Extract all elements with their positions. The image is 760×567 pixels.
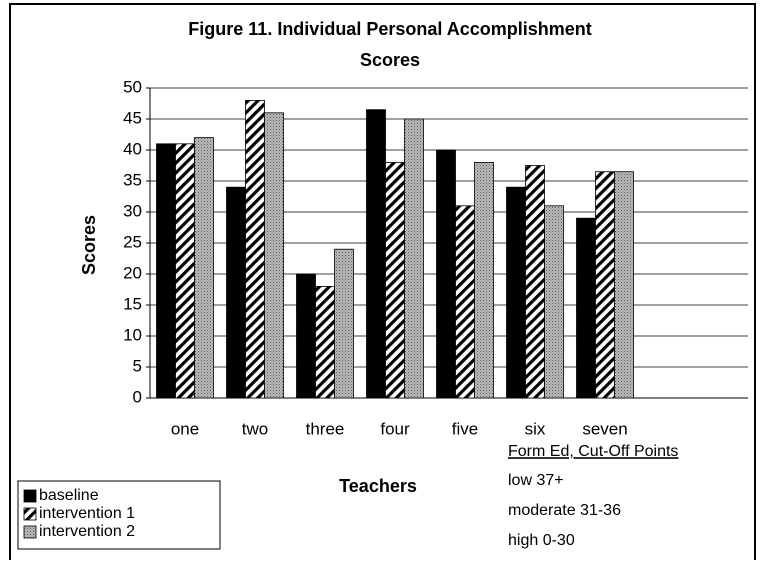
y-axis-label: Scores (79, 215, 99, 275)
legend-label: baseline (39, 487, 99, 504)
frame (9, 3, 756, 560)
bar (366, 109, 386, 399)
legend-box (17, 480, 221, 550)
bar (525, 165, 545, 399)
y-tick-label: 5 (133, 356, 142, 375)
bar (506, 186, 526, 399)
x-tick-label: three (306, 419, 345, 438)
bar (226, 186, 246, 399)
y-tick-label: 50 (123, 77, 142, 96)
y-tick-label: 40 (123, 139, 142, 158)
x-tick-label: four (380, 419, 410, 438)
bar (194, 137, 214, 399)
bar (595, 171, 615, 399)
x-tick-label: five (452, 419, 478, 438)
annotation: high 0-30 (508, 532, 575, 549)
legend-label: intervention 2 (39, 523, 135, 540)
bar (175, 143, 195, 399)
legend-swatch (23, 507, 37, 521)
y-tick-label: 10 (123, 325, 142, 344)
bar (245, 100, 265, 399)
y-tick-label: 35 (123, 170, 142, 189)
bar (156, 143, 176, 399)
annotation: low 37+ (508, 472, 564, 489)
legend-swatch (23, 525, 37, 539)
y-tick-label: 0 (133, 387, 142, 406)
y-tick-label: 25 (123, 232, 142, 251)
x-tick-label: seven (582, 419, 627, 438)
legend-label: intervention 1 (39, 505, 135, 522)
bar (385, 161, 405, 399)
bar (315, 285, 335, 399)
y-tick-label: 45 (123, 108, 142, 127)
bar (436, 149, 456, 399)
bar (264, 112, 284, 399)
bar (614, 171, 634, 399)
legend-swatch (23, 489, 37, 503)
chart-title: Scores (360, 50, 420, 70)
x-axis-label: Teachers (339, 476, 417, 496)
x-tick-label: six (525, 419, 546, 438)
annotation: Form Ed, Cut-Off Points (508, 443, 678, 460)
bar (474, 161, 494, 399)
chart-title: Figure 11. Individual Personal Accomplis… (188, 19, 591, 39)
bar (296, 273, 316, 399)
y-tick-label: 15 (123, 294, 142, 313)
bar (334, 248, 354, 399)
y-tick-label: 20 (123, 263, 142, 282)
bar (576, 217, 596, 399)
bar (455, 205, 475, 399)
x-tick-label: two (242, 419, 268, 438)
y-tick-label: 30 (123, 201, 142, 220)
bar (404, 118, 424, 399)
annotation: moderate 31-36 (508, 502, 621, 519)
x-tick-label: one (171, 419, 199, 438)
bar (544, 205, 564, 399)
